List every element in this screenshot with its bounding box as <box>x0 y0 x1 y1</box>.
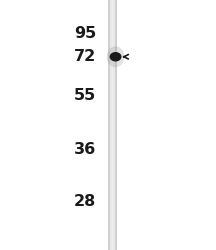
Ellipse shape <box>107 46 124 67</box>
Text: 95: 95 <box>74 26 96 41</box>
Bar <box>108 0 117 250</box>
Bar <box>110 0 115 250</box>
Text: 72: 72 <box>74 49 96 64</box>
Ellipse shape <box>110 52 121 62</box>
Text: 28: 28 <box>74 194 96 209</box>
Text: 55: 55 <box>74 88 96 102</box>
Bar <box>111 0 113 250</box>
Text: 36: 36 <box>74 142 96 158</box>
